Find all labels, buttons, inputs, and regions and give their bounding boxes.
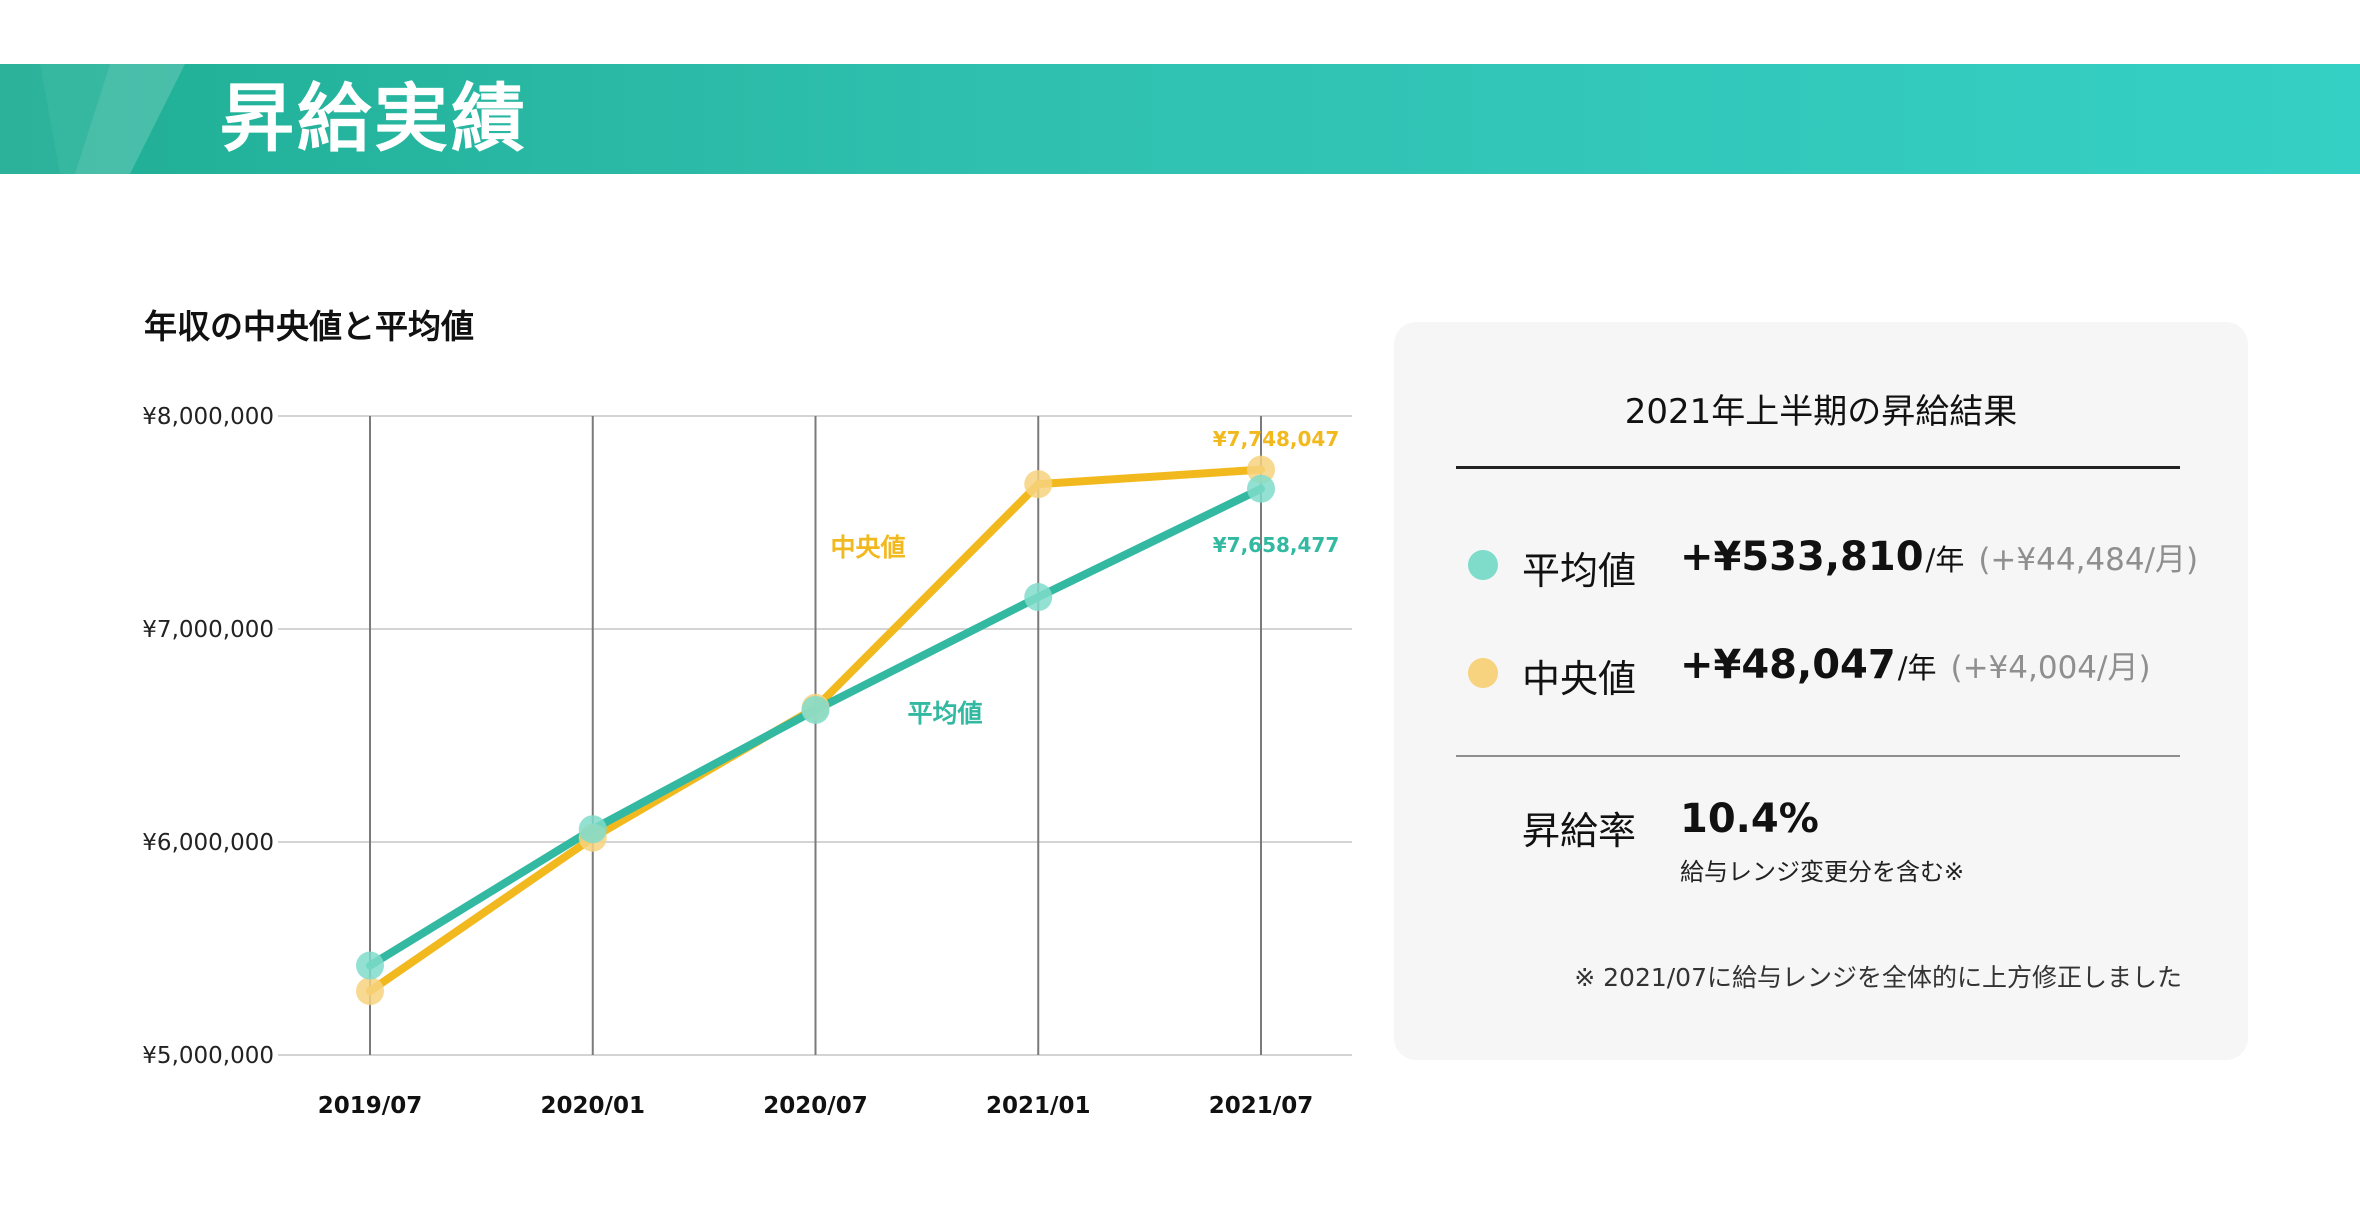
average-data-point [1024, 583, 1053, 612]
header-banner: 昇給実績 [0, 64, 2360, 174]
average-series-label: 平均値 [907, 699, 982, 728]
median-amount-group: +¥48,047/年 (+¥4,004/月) [1680, 642, 2151, 688]
average-data-point [356, 951, 384, 980]
median-amount: +¥48,047 [1680, 642, 1896, 688]
banner-decoration [0, 64, 185, 174]
median-label: 中央値 [1522, 657, 1637, 701]
y-tick-label: ¥5,000,000 [142, 1043, 274, 1069]
average-label: 平均値 [1522, 549, 1637, 593]
summary-title: 2021年上半期の昇給結果 [1624, 392, 2018, 432]
summary-divider-bottom [1456, 755, 2180, 757]
median-marker-dot [1468, 658, 1498, 688]
median-monthly: (+¥4,004/月) [1950, 650, 2151, 686]
median-data-point [1024, 470, 1053, 499]
median-series-label: 中央値 [830, 533, 905, 562]
summary-panel: 2021年上半期の昇給結果 平均値 +¥533,810/年 (+¥44,484/月… [1394, 322, 2248, 1060]
average-amount: +¥533,810 [1680, 534, 1924, 580]
average-end-data-label: ¥7,658,477 [1213, 533, 1340, 557]
average-amount-group: +¥533,810/年 (+¥44,484/月) [1680, 534, 2198, 580]
raise-rate-note: 給与レンジ変更分を含む※ [1680, 858, 1965, 886]
y-tick-label: ¥7,000,000 [142, 617, 274, 643]
y-tick-label: ¥8,000,000 [142, 404, 274, 430]
average-data-point [801, 695, 830, 724]
x-tick-label: 2021/01 [986, 1093, 1090, 1119]
summary-row-median: 中央値 +¥48,047/年 (+¥4,004/月) [1394, 642, 2248, 702]
average-monthly: (+¥44,484/月) [1978, 542, 2199, 578]
median-data-point [356, 977, 384, 1006]
y-tick-label: ¥6,000,000 [142, 830, 274, 856]
footnote: ※ 2021/07に給与レンジを全体的に上方修正しました [1574, 963, 2182, 992]
median-unit: /年 [1897, 651, 1937, 685]
x-tick-label: 2021/07 [1209, 1093, 1313, 1119]
raise-rate-value: 10.4% [1680, 796, 1819, 842]
x-tick-label: 2019/07 [318, 1093, 422, 1119]
x-tick-label: 2020/07 [763, 1093, 867, 1119]
x-tick-label: 2020/01 [541, 1093, 645, 1119]
summary-divider-top [1456, 466, 2180, 469]
average-data-point [578, 815, 607, 844]
raise-rate-label: 昇給率 [1522, 809, 1637, 853]
page-title: 昇給実績 [220, 76, 528, 162]
median-end-data-label: ¥7,748,047 [1213, 427, 1340, 451]
chart-title: 年収の中央値と平均値 [144, 307, 474, 346]
average-unit: /年 [1925, 543, 1965, 577]
summary-row-average: 平均値 +¥533,810/年 (+¥44,484/月) [1394, 534, 2248, 594]
average-data-point [1247, 474, 1275, 503]
average-marker-dot [1468, 550, 1498, 580]
